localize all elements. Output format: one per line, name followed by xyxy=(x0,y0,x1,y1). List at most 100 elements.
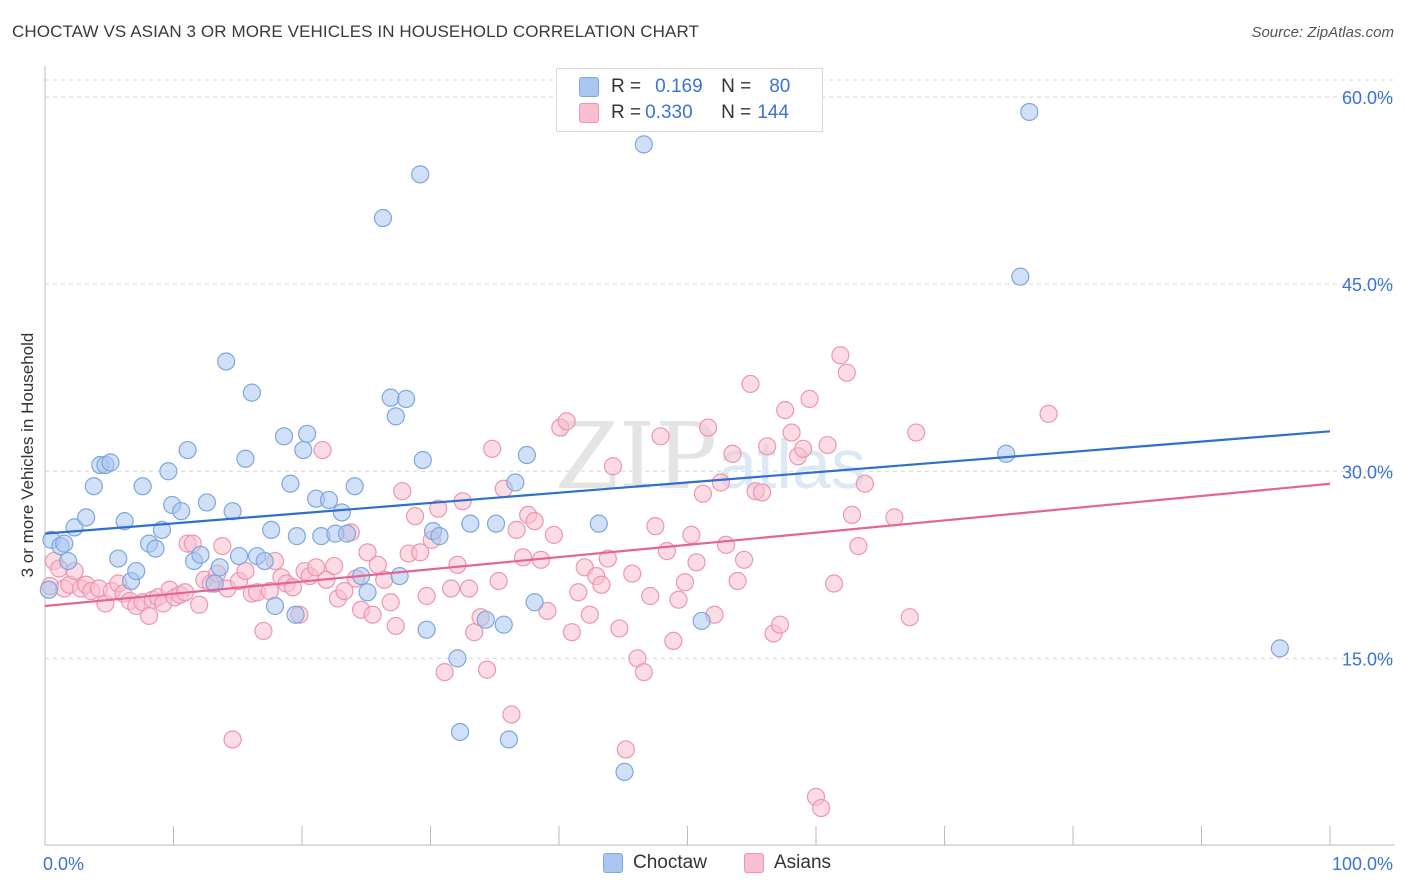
data-point xyxy=(298,424,317,443)
r-label: R = xyxy=(611,76,642,97)
stats-legend: R = 0.169 N = 80 R = 0.330 N = 144 xyxy=(556,68,823,132)
y-tick-label: 45.0% xyxy=(1342,275,1393,295)
data-point xyxy=(381,593,400,612)
data-point xyxy=(557,412,576,431)
data-point xyxy=(569,583,588,602)
data-point xyxy=(506,473,525,492)
data-point xyxy=(101,453,120,472)
data-point xyxy=(146,539,165,558)
r-value: 0.169 xyxy=(655,76,703,97)
data-point xyxy=(693,484,713,503)
data-point xyxy=(669,590,688,609)
trend-lines xyxy=(44,430,1331,608)
data-point xyxy=(335,581,354,601)
data-point xyxy=(413,450,432,470)
legend-item-asians: Asians xyxy=(744,851,831,875)
asians-points xyxy=(41,346,1058,818)
data-point xyxy=(411,543,430,562)
data-point xyxy=(396,389,416,408)
data-point xyxy=(610,619,629,638)
data-point xyxy=(824,574,844,593)
data-point xyxy=(525,593,544,612)
data-point xyxy=(489,571,508,591)
data-point xyxy=(544,525,563,544)
y-axis-label: 3 or more Vehicles in Household xyxy=(18,333,37,578)
data-point xyxy=(1011,267,1030,286)
data-point xyxy=(84,477,103,496)
data-point xyxy=(634,662,653,682)
data-point xyxy=(794,439,813,458)
data-point xyxy=(711,473,731,492)
watermark-zip: ZIP xyxy=(555,403,717,510)
data-point xyxy=(723,444,742,463)
r-value: 0.330 xyxy=(645,102,693,123)
data-point xyxy=(417,586,436,606)
data-point xyxy=(831,346,850,365)
data-point xyxy=(210,558,229,577)
data-point xyxy=(664,631,683,651)
data-point xyxy=(262,520,281,539)
source-label: Source: ZipAtlas.com xyxy=(1251,24,1394,41)
data-point xyxy=(476,610,495,629)
data-point xyxy=(997,444,1016,463)
n-value: 144 xyxy=(757,102,789,123)
data-point xyxy=(692,611,711,631)
data-point xyxy=(1270,639,1289,658)
data-point xyxy=(494,615,513,634)
data-point xyxy=(603,457,623,476)
n-value: 80 xyxy=(769,76,791,97)
data-point xyxy=(178,440,197,460)
data-point xyxy=(507,520,526,539)
y-tick-label: 15.0% xyxy=(1342,649,1393,669)
data-point xyxy=(782,423,801,442)
legend-row-choctaw: R = 0.169 N = 80 xyxy=(579,76,790,98)
data-point xyxy=(598,549,617,568)
data-point xyxy=(274,427,294,446)
data-point xyxy=(386,616,405,636)
data-point xyxy=(358,583,377,602)
data-point xyxy=(381,388,400,407)
data-point xyxy=(39,580,58,599)
choctaw-legend-swatch xyxy=(603,853,623,873)
data-point xyxy=(682,525,701,544)
data-point xyxy=(818,435,837,455)
data-point xyxy=(405,507,425,526)
data-point xyxy=(646,517,665,536)
data-point xyxy=(728,571,747,591)
legend-row-asians: R = 0.330 N = 144 xyxy=(579,102,789,124)
data-point xyxy=(517,445,536,465)
data-point xyxy=(417,620,436,639)
r-label: R = xyxy=(611,102,642,123)
data-point xyxy=(190,595,209,614)
data-point xyxy=(332,503,351,522)
data-point xyxy=(716,535,736,554)
data-point xyxy=(213,536,232,556)
y-tick-label: 60.0% xyxy=(1342,88,1393,108)
data-point xyxy=(139,606,159,626)
data-point xyxy=(59,551,78,571)
data-point xyxy=(286,605,305,624)
data-point xyxy=(812,798,831,818)
asians-legend-label: Asians xyxy=(774,852,832,873)
data-point xyxy=(430,527,449,546)
data-point xyxy=(390,566,409,586)
data-point xyxy=(109,549,128,568)
data-point xyxy=(849,536,868,556)
data-point xyxy=(770,615,790,634)
data-point xyxy=(465,623,484,642)
data-point xyxy=(502,705,521,724)
data-point xyxy=(616,740,635,759)
data-point xyxy=(450,722,470,742)
x-tick-label: 100.0% xyxy=(1332,854,1393,874)
data-point xyxy=(281,474,300,493)
data-point xyxy=(435,662,454,682)
data-point xyxy=(448,555,467,574)
data-point xyxy=(448,649,467,668)
data-point xyxy=(255,551,274,571)
data-point xyxy=(461,514,480,533)
data-point xyxy=(191,545,210,564)
data-point xyxy=(687,553,706,572)
asians-swatch xyxy=(579,103,599,123)
data-point xyxy=(513,548,533,567)
